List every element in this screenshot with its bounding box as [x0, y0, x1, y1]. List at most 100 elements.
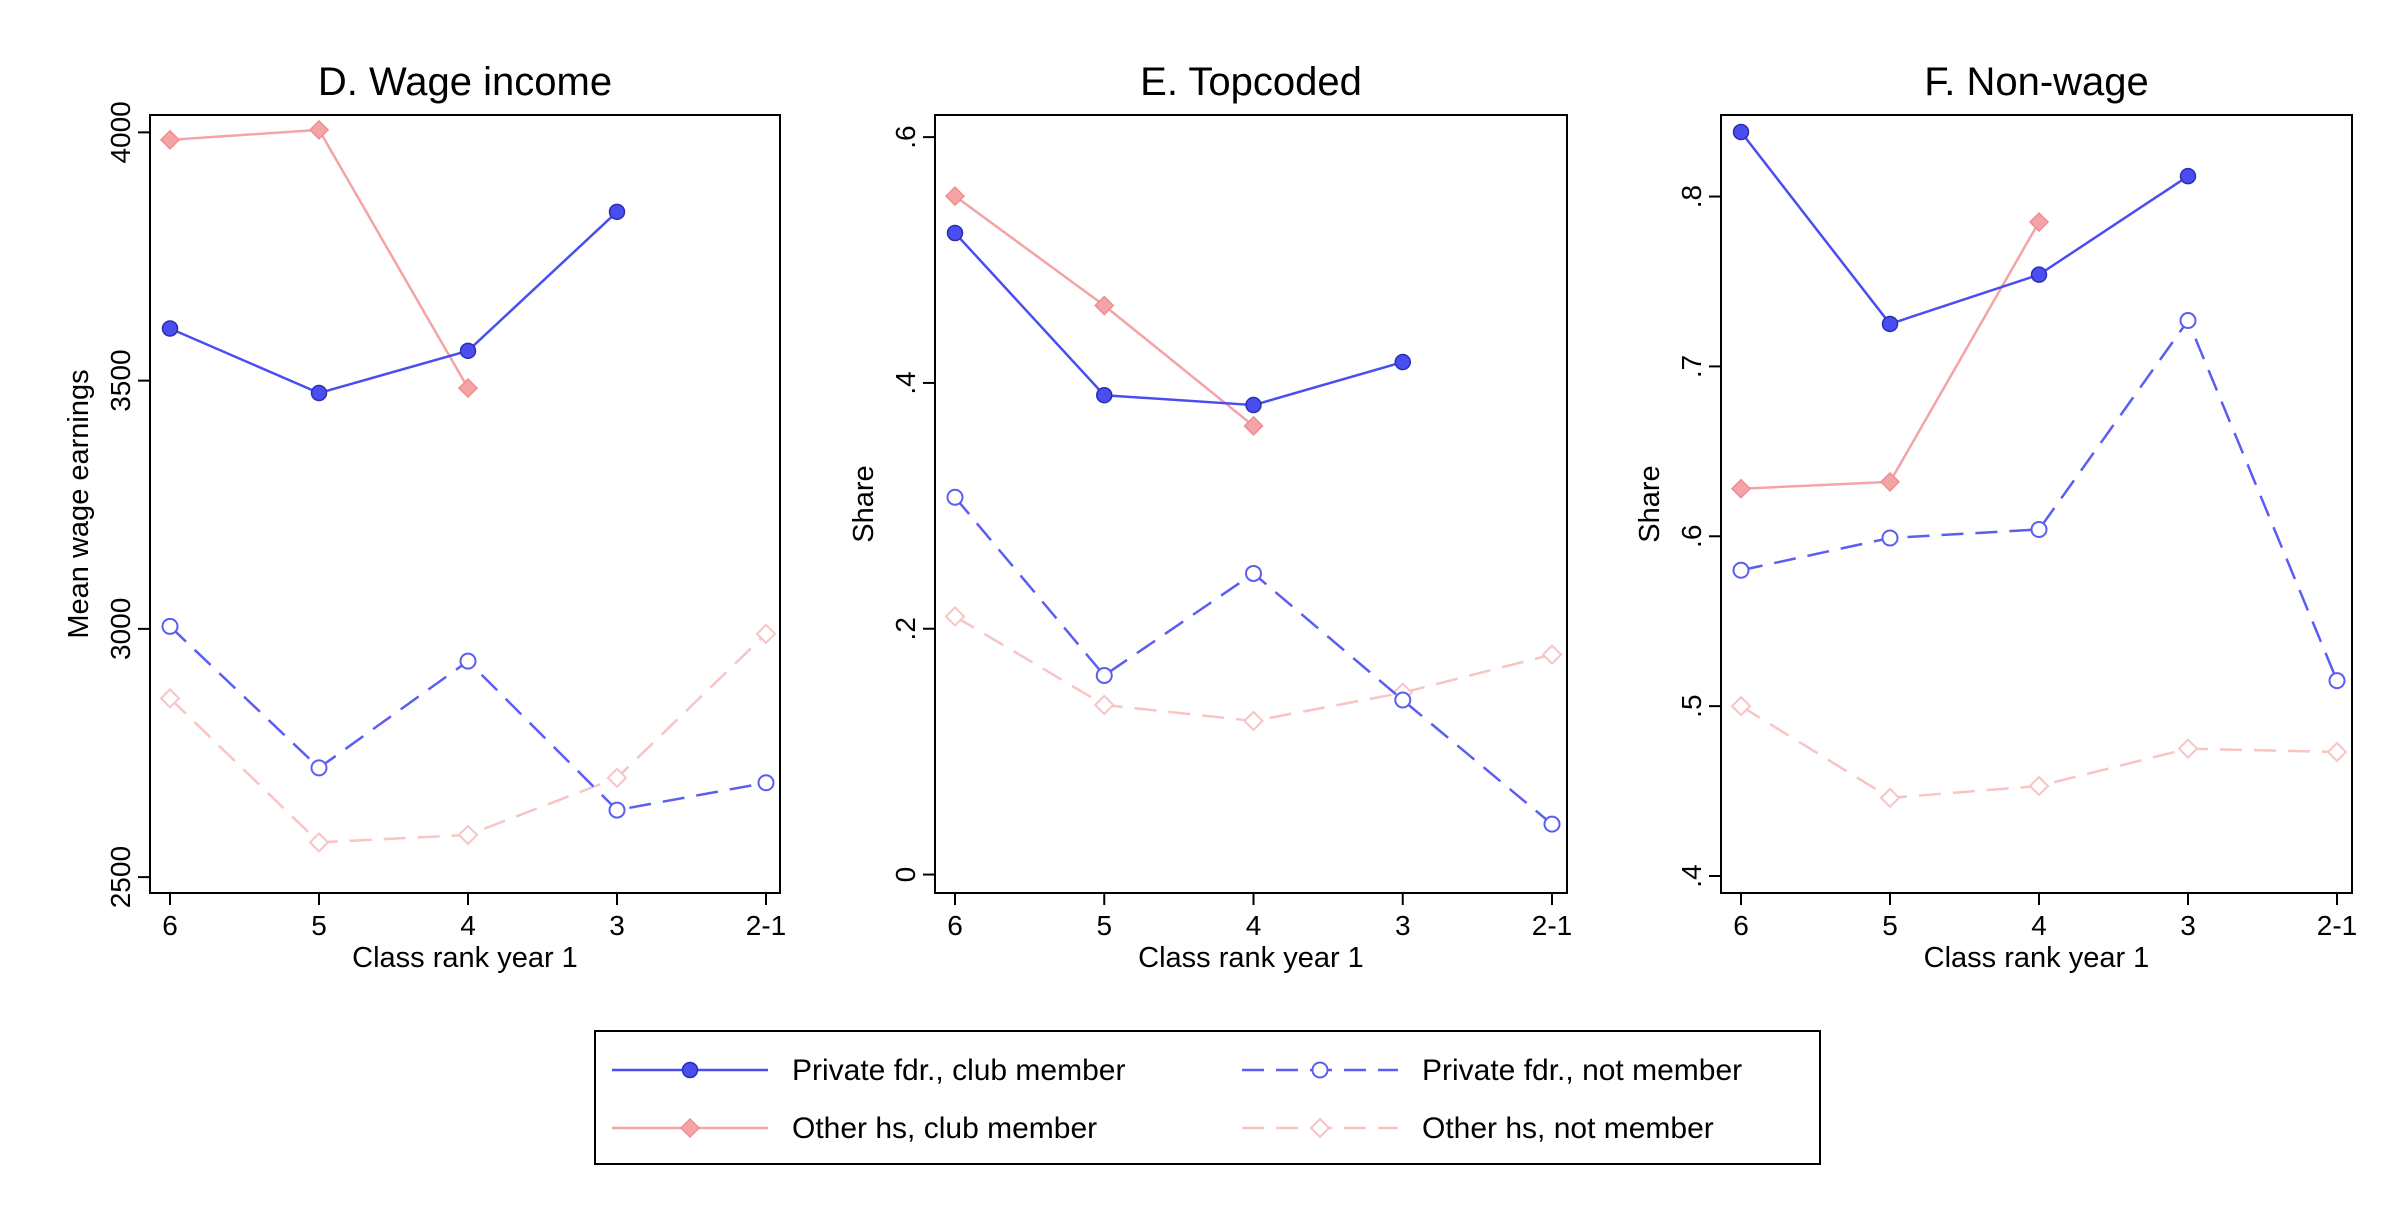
y-tick-label: .4 [1676, 864, 1707, 887]
x-tick-label: 2-1 [746, 910, 786, 941]
legend-marker [1309, 1117, 1331, 1139]
data-point [2179, 312, 2197, 330]
data-point [1879, 471, 1901, 492]
series-ohn [944, 606, 1563, 732]
legend-label: Other hs, not member [1422, 1112, 1714, 1145]
data-point [946, 488, 964, 506]
x-tick-label: 5 [1096, 910, 1112, 941]
data-point [1245, 564, 1262, 582]
y-tick-label: 4000 [105, 101, 136, 163]
legend: Private fdr., club member Private fdr., n… [594, 1030, 1821, 1165]
data-point [161, 617, 179, 635]
data-point [2028, 211, 2050, 233]
x-tick-label: 2-1 [2317, 910, 2357, 941]
series-line [1740, 319, 2339, 682]
series-pfc [946, 224, 1411, 414]
data-point [1095, 666, 1113, 684]
data-point [308, 119, 330, 140]
data-point [1093, 694, 1115, 716]
data-point [1881, 529, 1899, 547]
plot-frame [149, 114, 781, 894]
data-point [2030, 266, 2048, 283]
legend-label: Other hs, club member [792, 1112, 1097, 1145]
x-tick-label: 4 [460, 910, 476, 941]
series-line [954, 232, 1404, 407]
data-point [1732, 123, 1750, 141]
panel-title: D. Wage income [318, 60, 612, 104]
x-tick-label: 5 [1882, 910, 1898, 941]
legend-marker [679, 1117, 701, 1139]
series-ohc [1730, 211, 2050, 499]
plot-frame [1720, 114, 2353, 894]
data-point [1543, 815, 1561, 833]
panel-1: D. Wage income 2500 3000 3500 4000 6 5 4 3 2-1 Cla… [63, 60, 786, 974]
data-point [1730, 478, 1752, 499]
y-tick-label: .8 [1676, 185, 1707, 208]
data-point [310, 759, 328, 777]
data-point [757, 774, 775, 792]
x-tick-label: 4 [2031, 910, 2047, 941]
legend-item-pfc: Private fdr., club member [612, 1054, 1125, 1087]
y-axis-label: Share [848, 465, 880, 542]
x-tick-label: 5 [311, 910, 327, 941]
data-point [1096, 386, 1113, 404]
x-tick-label: 2-1 [1532, 910, 1572, 941]
legend-item-ohc: Other hs, club member [612, 1112, 1097, 1145]
series-line [954, 615, 1553, 723]
data-point [2177, 738, 2199, 760]
legend-marker [1311, 1061, 1329, 1079]
series-pfc [1732, 123, 2197, 333]
series-line [169, 210, 618, 395]
data-point [608, 801, 626, 819]
legend-marker [681, 1061, 699, 1079]
y-axis-label: Share [1634, 465, 1666, 542]
legend-box [594, 1030, 1821, 1165]
y-tick-label: .6 [1676, 525, 1707, 548]
series-line [1740, 131, 2189, 326]
data-point [1881, 315, 1899, 333]
panel-3: F. Non-wage .4 .5 .6 .7 .8 6 5 4 3 2-1 Class rank y… [1634, 60, 2357, 974]
data-point [1394, 353, 1411, 371]
x-tick-label: 4 [1246, 910, 1262, 941]
y-axis-label: Mean wage earnings [63, 369, 95, 638]
y-tick-label: .4 [890, 371, 921, 394]
x-tick-label: 6 [947, 910, 963, 941]
data-point [310, 384, 328, 402]
data-point [755, 623, 777, 645]
y-tick-label: .2 [890, 617, 921, 640]
data-point [2028, 775, 2050, 797]
data-point [457, 378, 479, 399]
y-tick-label: 3000 [105, 598, 136, 660]
data-point [946, 224, 964, 242]
x-axis-label: Class rank year 1 [1924, 942, 2150, 974]
panel-2: E. Topcoded 0 .2 .4 .6 6 5 4 3 2-1 Class rank year… [848, 60, 1572, 974]
series-ohn [1730, 695, 2348, 809]
panel-title: E. Topcoded [1140, 60, 1362, 104]
data-point [459, 342, 477, 360]
y-tick-label: 3500 [105, 349, 136, 411]
x-tick-label: 3 [2180, 910, 2196, 941]
y-tick-label: .5 [1676, 694, 1707, 717]
series-line [1740, 221, 2041, 490]
series-pfn [1732, 312, 2346, 690]
data-point [1245, 396, 1262, 414]
legend-item-ohn: Other hs, not member [1242, 1112, 1714, 1145]
legend-label: Private fdr., club member [792, 1054, 1125, 1087]
legend-item-pfn: Private fdr., not member [1242, 1054, 1742, 1087]
data-point [2179, 167, 2197, 185]
y-tick-label: .7 [1676, 355, 1707, 378]
data-point [608, 203, 626, 221]
legend-label: Private fdr., not member [1422, 1054, 1742, 1087]
data-point [1541, 644, 1563, 665]
data-point [1879, 787, 1901, 809]
data-point [459, 652, 477, 670]
data-point [161, 320, 179, 337]
x-axis-label: Class rank year 1 [1138, 942, 1364, 974]
x-tick-label: 3 [1395, 910, 1411, 941]
x-tick-label: 6 [1733, 910, 1749, 941]
data-point [1730, 695, 1752, 717]
y-tick-label: 0 [890, 867, 921, 883]
data-point [606, 767, 628, 789]
